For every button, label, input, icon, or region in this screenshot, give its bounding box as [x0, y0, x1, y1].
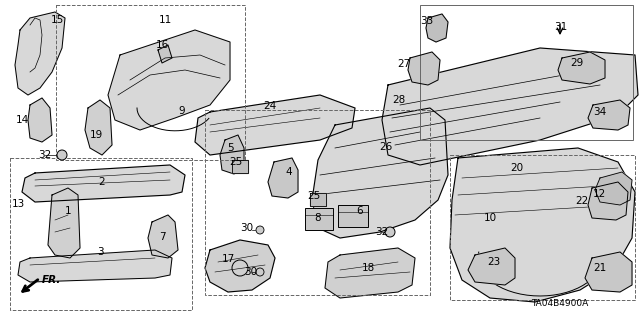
Text: 31: 31: [554, 22, 568, 32]
Text: 26: 26: [380, 142, 392, 152]
Text: 21: 21: [593, 263, 607, 273]
Text: 32: 32: [38, 150, 52, 160]
Circle shape: [385, 227, 395, 237]
Polygon shape: [15, 12, 65, 95]
Circle shape: [256, 268, 264, 276]
Circle shape: [57, 150, 67, 160]
Polygon shape: [205, 240, 275, 292]
Bar: [305, 208, 333, 230]
Text: 24: 24: [264, 101, 276, 111]
Polygon shape: [158, 45, 172, 63]
Polygon shape: [588, 100, 630, 130]
Polygon shape: [426, 14, 448, 42]
Text: 17: 17: [221, 254, 235, 264]
Polygon shape: [48, 188, 80, 258]
Text: 8: 8: [315, 213, 321, 223]
Text: 34: 34: [593, 107, 607, 117]
Bar: [450, 155, 635, 300]
Polygon shape: [85, 100, 112, 155]
Polygon shape: [325, 248, 415, 298]
Polygon shape: [108, 30, 230, 130]
Polygon shape: [220, 135, 244, 174]
Polygon shape: [195, 95, 355, 155]
Text: 30: 30: [244, 267, 257, 277]
Text: 23: 23: [488, 257, 500, 267]
Text: 6: 6: [356, 206, 364, 216]
Bar: [205, 110, 430, 295]
Bar: [10, 158, 192, 310]
Text: TA04B4900A: TA04B4900A: [531, 299, 589, 308]
Bar: [56, 5, 245, 160]
Text: 3: 3: [97, 247, 103, 257]
Text: 25: 25: [229, 157, 243, 167]
Text: 14: 14: [15, 115, 29, 125]
Text: 32: 32: [376, 227, 388, 237]
Circle shape: [256, 226, 264, 234]
Polygon shape: [382, 48, 638, 165]
Text: 2: 2: [99, 177, 106, 187]
Polygon shape: [558, 52, 605, 84]
Text: 5: 5: [227, 143, 234, 153]
Text: 10: 10: [483, 213, 497, 223]
Text: 7: 7: [159, 232, 165, 242]
Text: 29: 29: [570, 58, 584, 68]
Bar: [338, 205, 368, 227]
Polygon shape: [468, 248, 515, 285]
Polygon shape: [585, 252, 632, 292]
Polygon shape: [232, 160, 248, 173]
Text: 20: 20: [511, 163, 524, 173]
Text: 4: 4: [285, 167, 292, 177]
Polygon shape: [148, 215, 178, 258]
Polygon shape: [18, 250, 172, 282]
Polygon shape: [595, 172, 632, 205]
Polygon shape: [22, 165, 185, 202]
Text: 1: 1: [65, 206, 71, 216]
Text: 33: 33: [420, 16, 434, 26]
Text: 12: 12: [593, 189, 605, 199]
Text: 30: 30: [241, 223, 253, 233]
Polygon shape: [312, 108, 448, 238]
Text: 9: 9: [179, 106, 186, 116]
Text: 27: 27: [397, 59, 411, 69]
Text: FR.: FR.: [42, 275, 61, 285]
Text: 16: 16: [156, 40, 168, 50]
Text: 19: 19: [90, 130, 102, 140]
Text: 28: 28: [392, 95, 406, 105]
Polygon shape: [408, 52, 440, 85]
Text: 15: 15: [51, 15, 63, 25]
Polygon shape: [268, 158, 298, 198]
Text: 22: 22: [575, 196, 589, 206]
Polygon shape: [450, 148, 635, 302]
Text: 11: 11: [158, 15, 172, 25]
Polygon shape: [310, 193, 326, 206]
Text: 25: 25: [307, 191, 321, 201]
Text: 13: 13: [12, 199, 24, 209]
Polygon shape: [28, 98, 52, 142]
Text: 18: 18: [362, 263, 374, 273]
Bar: [420, 5, 633, 140]
Polygon shape: [588, 182, 628, 220]
